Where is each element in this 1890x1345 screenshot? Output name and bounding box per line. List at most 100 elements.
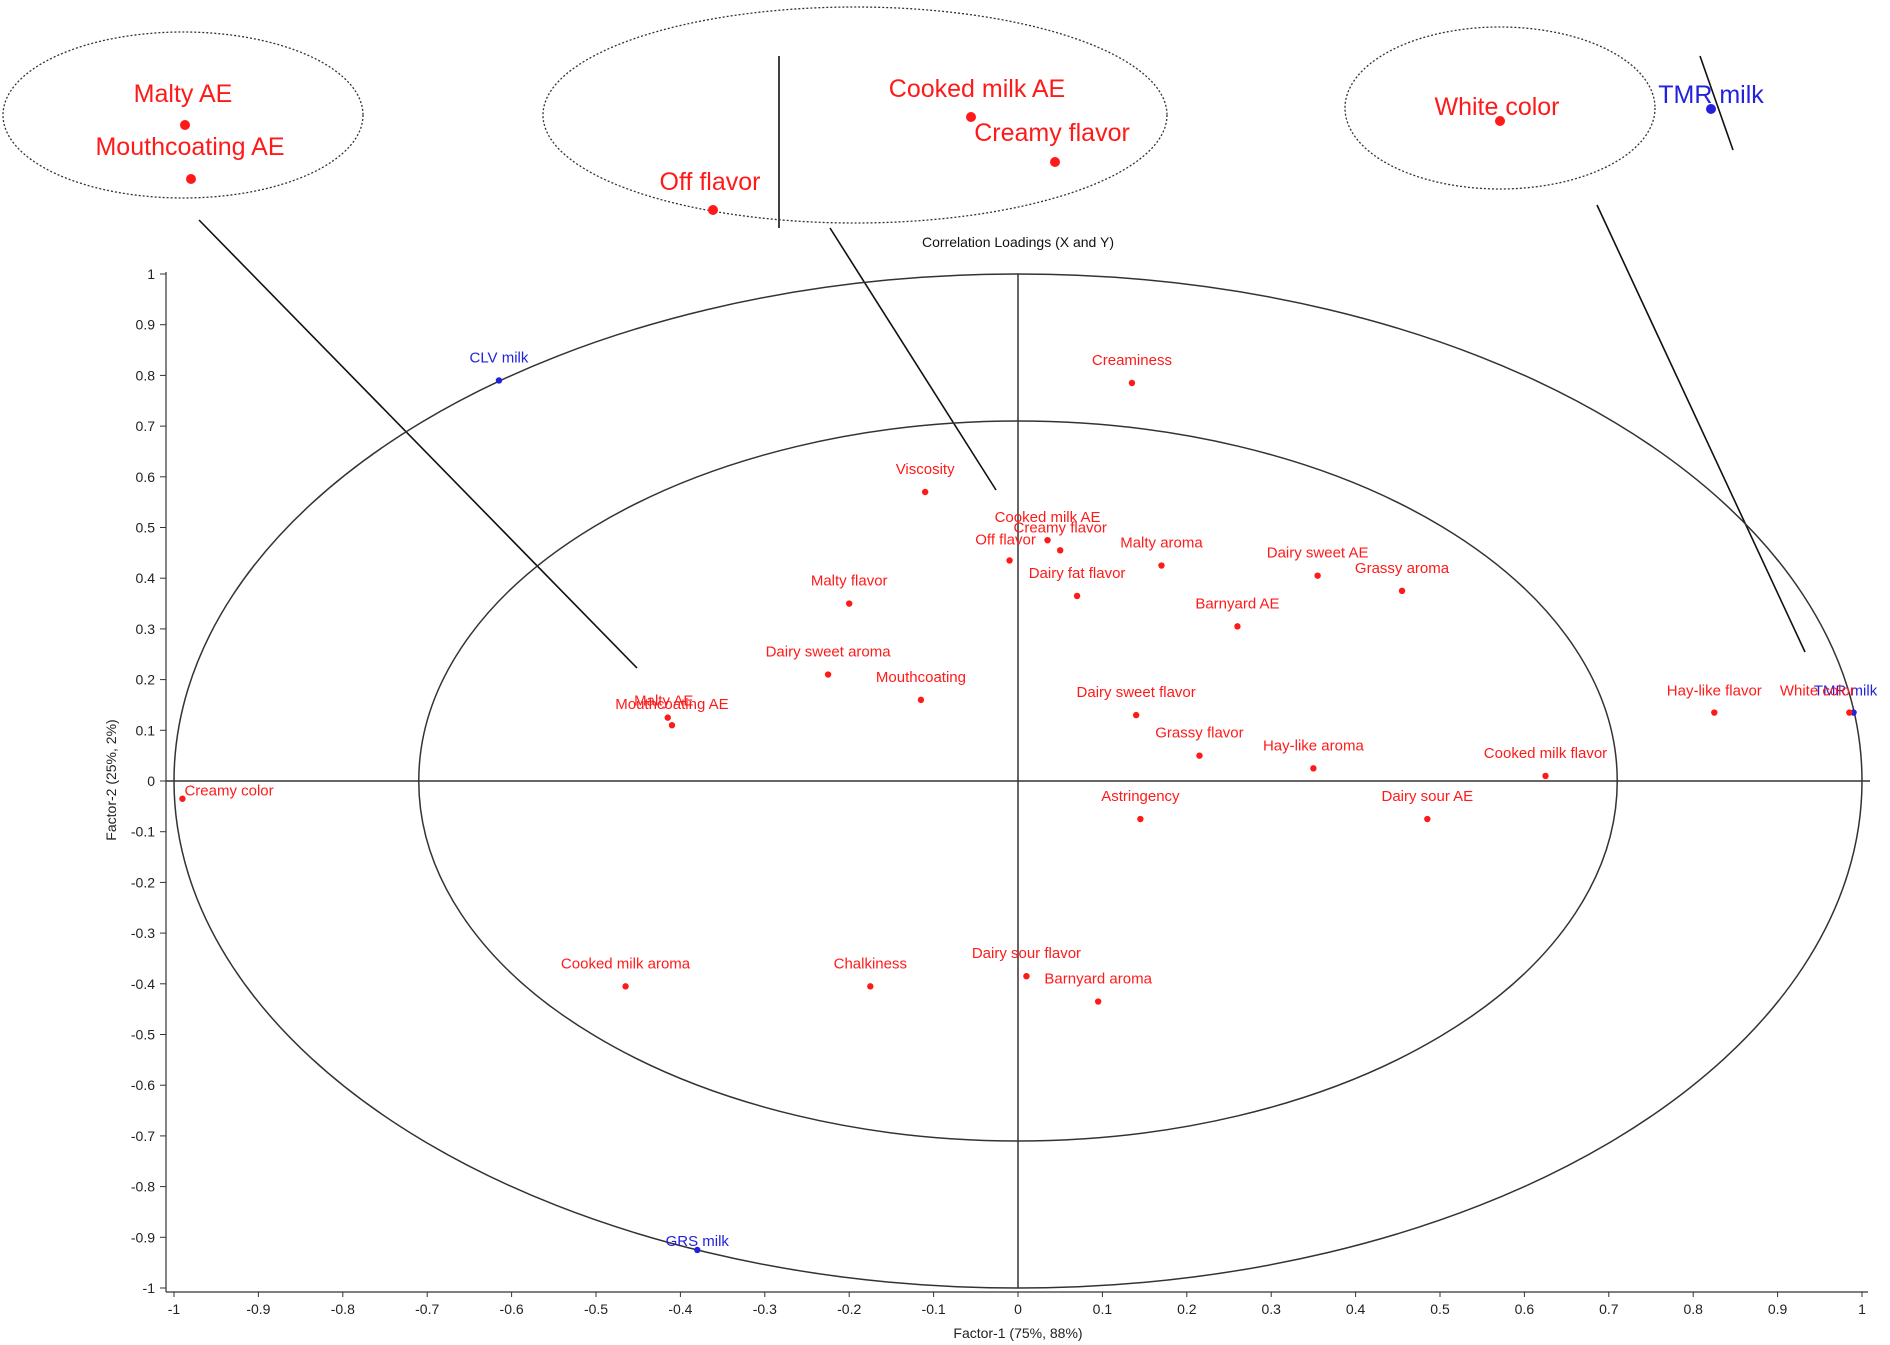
point-dairy-fat-flavor: Dairy fat flavor: [1029, 565, 1126, 600]
outer-circle: [173, 273, 1863, 1289]
point-cooked-milk-aroma: Cooked milk aroma: [561, 955, 691, 990]
point-label: Barnyard aroma: [1044, 971, 1152, 988]
callout-leader-line: [1699, 55, 1734, 151]
zoom-callout-3: White color TMR milk: [1344, 26, 1806, 653]
point-marker: [1023, 972, 1030, 980]
chart-title: Correlation Loadings (X and Y): [922, 234, 1114, 250]
point-clv-milk: CLV milk: [469, 349, 529, 384]
x-tick-label: 0.6: [1515, 1301, 1535, 1317]
point-grassy-flavor: Grassy flavor: [1155, 725, 1244, 759]
point-marker: [1310, 765, 1317, 772]
point-marker: [1398, 587, 1406, 595]
point-marker: [179, 795, 186, 802]
x-tick-label: 0.2: [1177, 1301, 1197, 1317]
y-tick-label: -0.4: [131, 976, 155, 992]
point-label: Astringency: [1101, 788, 1180, 805]
callout-ellipse: [542, 6, 1168, 224]
point-dairy-sweet-aroma: Dairy sweet aroma: [766, 644, 892, 678]
reference-circles: [173, 273, 1863, 1289]
point-label: White color: [1780, 683, 1855, 700]
y-tick-label: -0.9: [131, 1229, 155, 1245]
y-tick-label: 0.7: [136, 418, 156, 434]
callout-item-malty-ae: Malty AE: [134, 80, 233, 130]
point-marker: [1073, 592, 1081, 600]
point-marker: [1424, 815, 1431, 823]
point-label: Cooked milk aroma: [561, 955, 691, 972]
point-marker: [495, 377, 503, 384]
point-marker: [668, 722, 676, 729]
callout-item-tmr-milk: TMR milk: [1658, 81, 1764, 114]
point-label: GRS milk: [666, 1233, 730, 1250]
callout-item-mouthcoating-ae: Mouthcoating AE: [95, 133, 285, 184]
point-dairy-sour-ae: Dairy sour AE: [1381, 788, 1473, 823]
point-marker: [694, 1246, 701, 1254]
y-tick-label: 0: [147, 773, 155, 789]
plot-frame: [165, 272, 1870, 1293]
callout-marker: [1050, 157, 1060, 167]
point-dairy-sweet-ae: Dairy sweet AE: [1267, 545, 1369, 579]
point-label: Grassy flavor: [1155, 725, 1243, 742]
point-marker: [1234, 623, 1241, 630]
zoom-callout-2: Cooked milk AE Creamy flavor Off flavor: [542, 6, 1168, 491]
x-tick-label: -0.3: [753, 1301, 777, 1317]
point-label: Mouthcoating: [876, 669, 966, 686]
point-label: Creamy flavor: [1014, 519, 1107, 536]
y-tick-label: 0.6: [136, 469, 156, 485]
point-dairy-sweet-flavor: Dairy sweet flavor: [1077, 684, 1196, 719]
point-label: Viscosity: [896, 461, 955, 478]
point-label: Dairy sour flavor: [972, 945, 1081, 962]
x-tick-label: -0.6: [500, 1301, 524, 1317]
callout-item-white-color: White color: [1434, 93, 1560, 126]
inner-circle: [418, 420, 1618, 1142]
x-tick-label: 0.4: [1346, 1301, 1366, 1317]
point-marker: [1846, 709, 1853, 716]
x-tick-label: -1: [168, 1301, 181, 1317]
point-label: CLV milk: [469, 349, 528, 366]
point-cooked-milk-ae: Cooked milk AE: [995, 509, 1100, 544]
point-malty-ae: Malty AE: [634, 693, 693, 721]
point-marker: [846, 600, 853, 607]
callout-label: Cooked milk AE: [889, 75, 1065, 103]
point-marker: [921, 488, 929, 496]
callout-leader-line: [829, 227, 997, 491]
point-label: Dairy sweet aroma: [766, 644, 892, 661]
point-marker: [1314, 572, 1321, 579]
callout-leader-line: [198, 219, 638, 669]
point-label: Chalkiness: [834, 955, 907, 972]
point-marker: [1711, 709, 1718, 716]
point-marker: [1542, 772, 1549, 780]
zoom-callout-1: Malty AE Mouthcoating AE: [2, 31, 638, 669]
point-label: Malty aroma: [1120, 535, 1203, 552]
x-tick-label: -0.7: [415, 1301, 439, 1317]
point-marker: [917, 696, 925, 704]
x-tick-label: -0.5: [584, 1301, 608, 1317]
point-grassy-aroma: Grassy aroma: [1355, 560, 1450, 595]
point-white-color: White color: [1780, 683, 1855, 716]
point-cooked-milk-flavor: Cooked milk flavor: [1484, 745, 1607, 780]
point-marker: [824, 671, 832, 678]
x-tick-label: 0.8: [1683, 1301, 1703, 1317]
y-tick-label: 1: [147, 266, 155, 282]
callout-item-cooked-milk-ae: Cooked milk AE: [889, 75, 1065, 122]
point-label: Dairy sour AE: [1381, 788, 1473, 805]
point-creamy-color: Creamy color: [179, 783, 274, 802]
x-tick-label: -0.1: [922, 1301, 946, 1317]
callout-item-creamy-flavor: Creamy flavor: [974, 119, 1130, 167]
point-marker: [1006, 557, 1013, 564]
callout-ellipse: [1344, 26, 1656, 190]
point-label: TMR milk: [1814, 683, 1878, 700]
callout-label: TMR milk: [1658, 81, 1764, 109]
point-marker: [1158, 562, 1165, 569]
point-label: Dairy sweet AE: [1267, 545, 1369, 562]
y-tick-label: -1: [143, 1280, 156, 1296]
y-tick-label: -0.8: [131, 1179, 155, 1195]
x-tick-label: 0: [1014, 1301, 1022, 1317]
point-mouthcoating: Mouthcoating: [876, 669, 966, 704]
point-creaminess: Creaminess: [1092, 352, 1172, 387]
point-marker: [1094, 998, 1102, 1005]
x-tick-label: 0.9: [1768, 1301, 1788, 1317]
callout-label: Malty AE: [134, 80, 233, 108]
point-label: Dairy fat flavor: [1029, 565, 1126, 582]
